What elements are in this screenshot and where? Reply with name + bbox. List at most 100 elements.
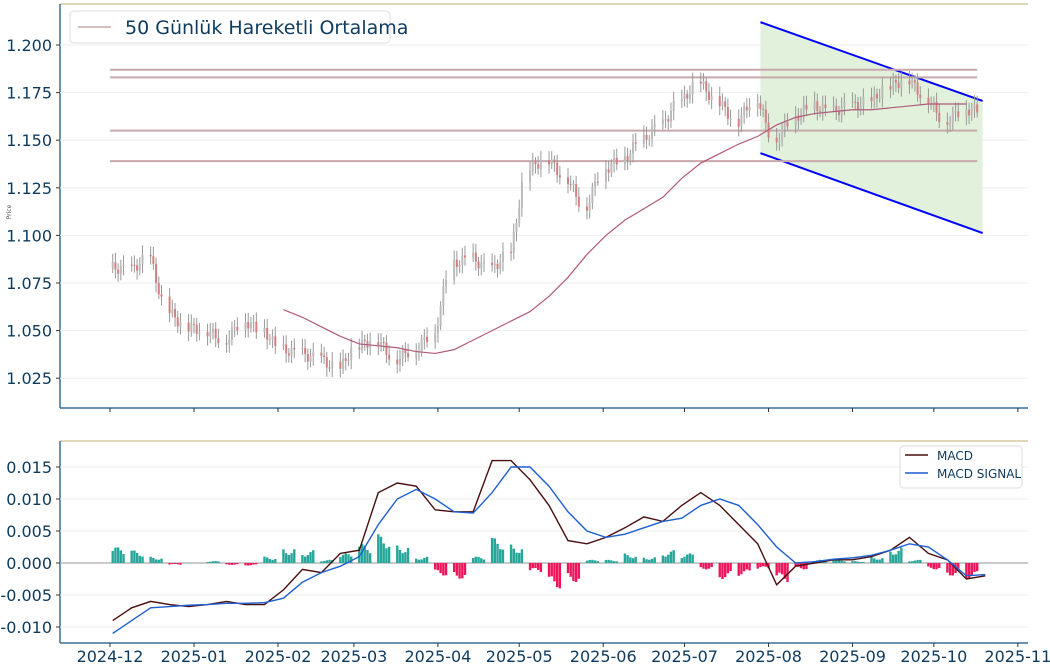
histogram-bar: [610, 560, 613, 563]
histogram-bar: [631, 558, 635, 563]
candle-body: [762, 108, 765, 110]
candle-body: [130, 264, 133, 266]
histogram-bar: [320, 561, 323, 563]
candle-body: [740, 115, 743, 127]
candle-body: [897, 82, 900, 89]
candle-body: [149, 254, 152, 257]
histogram-bar: [873, 558, 876, 563]
histogram-bar: [837, 560, 841, 563]
candle-body: [745, 106, 748, 111]
candle-body: [588, 202, 591, 211]
histogram-bar: [471, 557, 475, 563]
candle-body: [510, 251, 513, 253]
histogram-bar: [119, 550, 123, 563]
histogram-bar: [935, 563, 938, 570]
histogram-bar: [116, 547, 120, 563]
candle-body: [862, 97, 865, 106]
histogram-bar: [133, 550, 136, 563]
candle-body: [756, 103, 759, 108]
histogram-bar: [802, 563, 805, 570]
histogram-bar: [970, 563, 973, 576]
candle-body: [464, 255, 467, 258]
histogram-bar: [726, 563, 730, 574]
histogram-bar: [645, 559, 648, 563]
candle-body: [854, 101, 857, 103]
histogram-bar: [569, 563, 572, 577]
candle-body: [518, 207, 521, 224]
histogram-bar: [778, 563, 781, 573]
histogram-bar: [168, 563, 171, 565]
histogram-bar: [840, 560, 843, 563]
candle-body: [724, 101, 727, 107]
x-tick-label: 2025-04: [404, 647, 471, 666]
histogram-bar: [149, 556, 152, 563]
histogram-bar: [228, 563, 231, 565]
histogram-bar: [699, 563, 702, 568]
histogram-bar: [854, 561, 857, 563]
histogram-bar: [547, 563, 551, 577]
candle-body: [293, 347, 296, 350]
histogram-bar: [214, 561, 217, 563]
histogram-bar: [878, 559, 881, 563]
candle-body: [843, 101, 846, 107]
histogram-bar: [358, 546, 361, 563]
histogram-bar: [455, 563, 459, 576]
candle-body: [851, 101, 854, 103]
y-tick-label: 0.000: [6, 554, 52, 573]
histogram-bar: [284, 553, 288, 563]
candle-body: [859, 105, 862, 110]
y-axis-label: Price: [6, 204, 13, 219]
candle-body: [380, 341, 382, 346]
histogram-bar: [290, 553, 293, 563]
candle-body: [550, 159, 553, 165]
candle-body: [439, 305, 442, 327]
candle-body: [604, 169, 607, 182]
y-tick-label: -0.005: [0, 586, 52, 605]
candle-body: [133, 264, 136, 266]
candle-body: [553, 159, 556, 163]
candle-body: [274, 336, 277, 346]
candle-body: [228, 339, 231, 345]
histogram-bar: [965, 563, 968, 579]
histogram-bar: [366, 549, 369, 563]
histogram-bar: [206, 562, 209, 563]
candle-body: [515, 223, 518, 233]
y-tick-label: 1.175: [6, 84, 52, 103]
y-tick-label: 1.075: [6, 274, 52, 293]
histogram-bar: [274, 559, 277, 563]
histogram-bar: [742, 563, 746, 572]
histogram-bar: [629, 557, 632, 563]
candle-body: [813, 101, 816, 110]
candle-body: [642, 134, 645, 144]
histogram-bar: [496, 543, 499, 563]
histogram-bar: [832, 560, 835, 563]
channel-lower-line: [760, 152, 983, 235]
candle-body: [461, 255, 464, 265]
candle-body: [155, 263, 158, 283]
candle-body: [304, 347, 307, 354]
histogram-bar: [130, 550, 133, 563]
candle-body: [271, 336, 274, 340]
histogram-bar: [211, 561, 215, 563]
candle-body: [244, 322, 247, 331]
candle-body: [783, 122, 786, 128]
histogram-bar: [897, 550, 900, 563]
candle-body: [398, 359, 401, 365]
histogram-bar: [723, 563, 727, 578]
histogram-bar: [458, 563, 461, 579]
histogram-bar: [588, 559, 591, 563]
candle-body: [729, 118, 732, 120]
candle-body: [211, 328, 214, 333]
candle-body: [775, 137, 778, 143]
histogram-bar: [794, 563, 797, 567]
candle-body: [436, 326, 439, 334]
histogram-bar: [748, 563, 751, 571]
candle-body: [152, 256, 155, 264]
candle-body: [117, 269, 120, 274]
candle-body: [821, 104, 824, 112]
histogram-bar: [686, 554, 689, 563]
histogram-bar: [536, 563, 540, 570]
histogram-bar: [729, 563, 732, 572]
histogram-bar: [339, 557, 342, 563]
candle-body: [122, 264, 125, 267]
